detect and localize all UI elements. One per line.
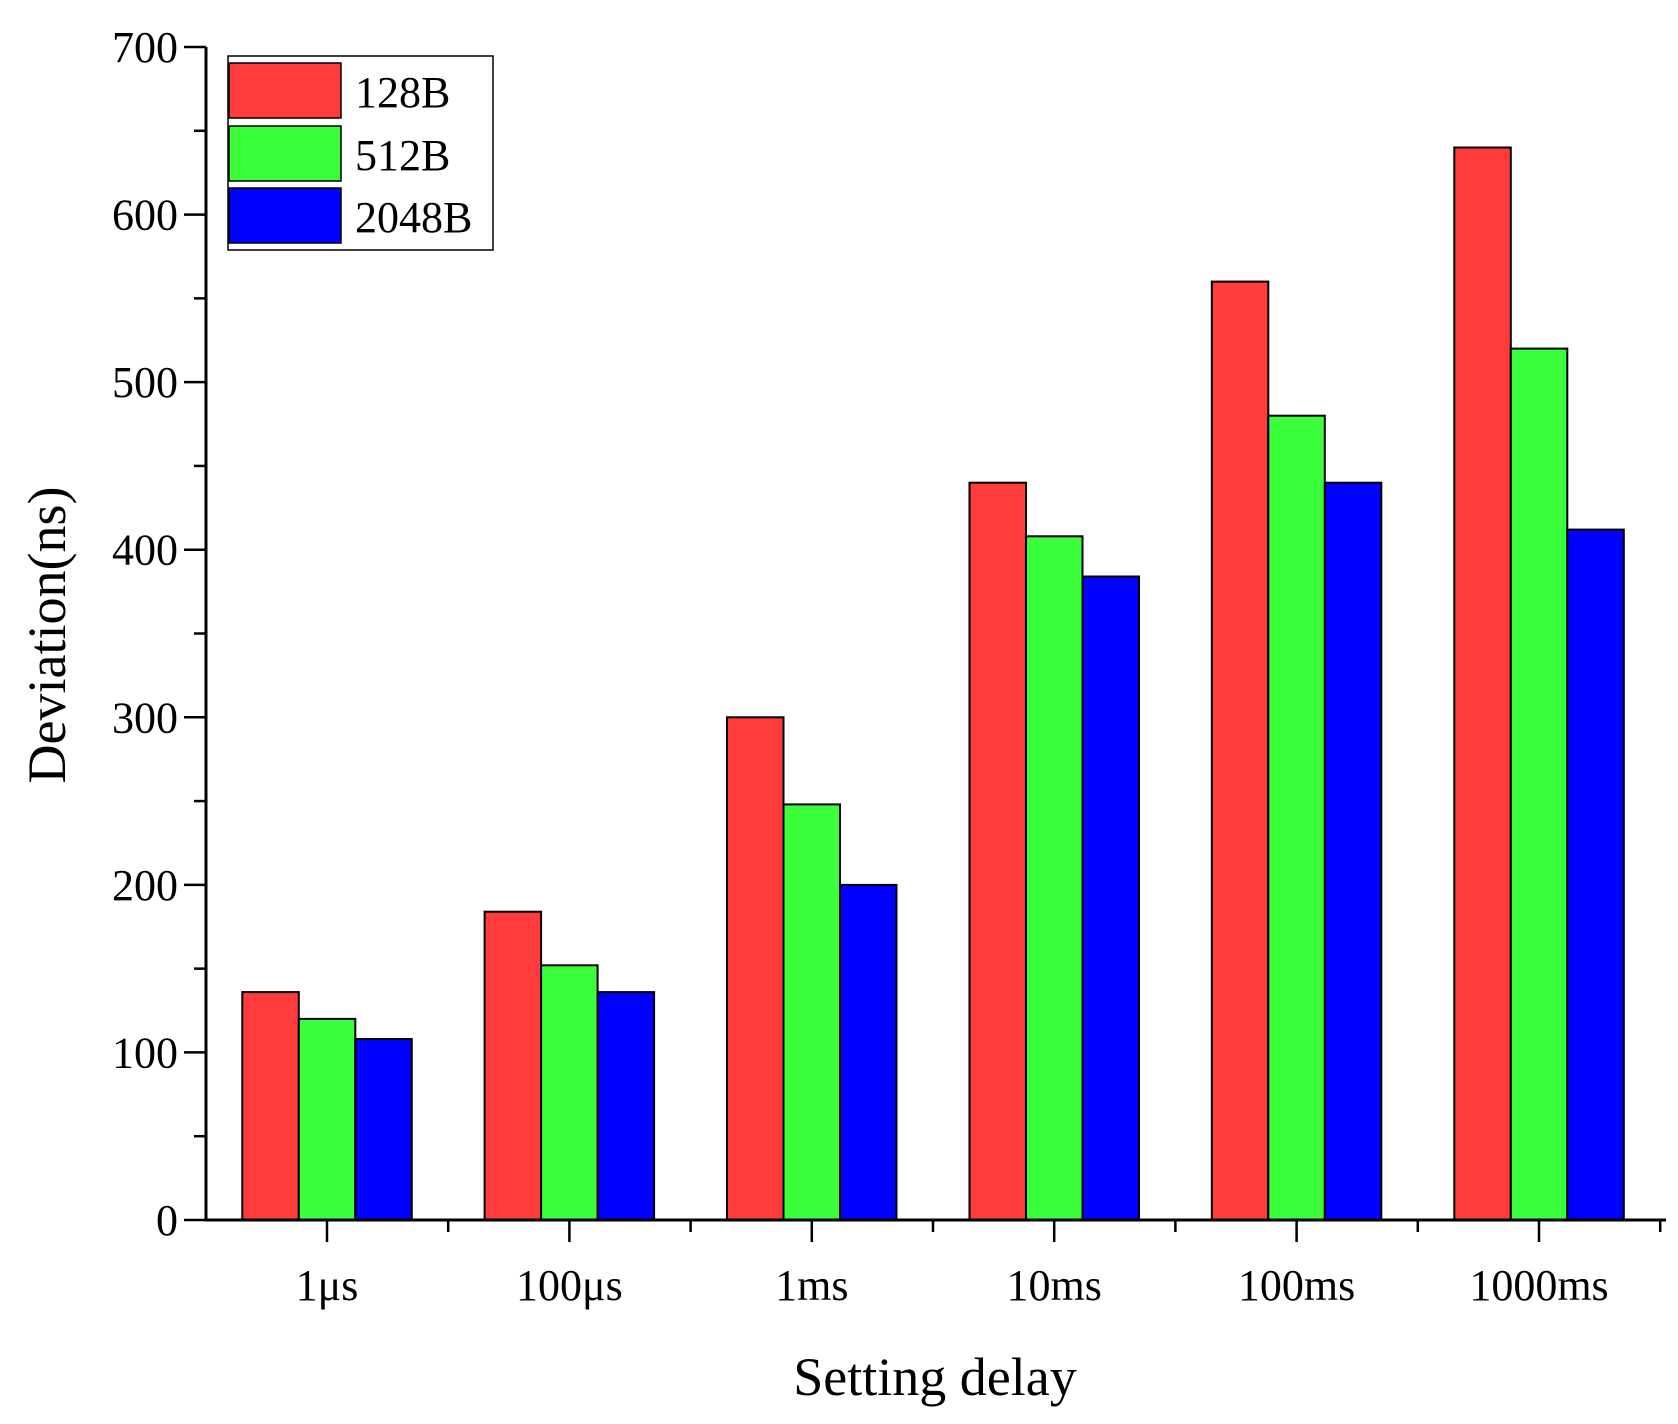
- legend-label-2048b: 2048B: [355, 193, 472, 242]
- bar-512b-1s: [297, 1017, 357, 1222]
- bar-512b-1ms: [782, 803, 841, 1222]
- y-tick-label: 200: [112, 861, 178, 910]
- y-axis-title: Deviation(ns): [17, 487, 77, 784]
- bar-512b-1000ms: [1509, 347, 1569, 1222]
- y-tick-label: 100: [112, 1028, 178, 1077]
- x-axis-title: Setting delay: [793, 1347, 1076, 1407]
- x-tick-label: 100ms: [1238, 1261, 1355, 1310]
- bar-128b-100s: [483, 910, 543, 1221]
- bar-128b-10ms: [968, 481, 1027, 1221]
- bar-512b-10ms: [1025, 535, 1084, 1221]
- bar-512b-100ms: [1267, 414, 1326, 1221]
- bar-2048b-10ms: [1081, 575, 1140, 1221]
- y-tick-label: 300: [112, 693, 178, 742]
- legend-label-128b: 128B: [355, 68, 450, 117]
- bar-2048b-1000ms: [1566, 528, 1625, 1221]
- y-tick-label: 500: [112, 358, 178, 407]
- y-tick-label: 400: [112, 526, 178, 575]
- bar-128b-100ms: [1210, 280, 1270, 1222]
- bar-128b-1s: [241, 991, 300, 1221]
- y-tick-label: 0: [156, 1196, 178, 1245]
- axes-layer: [184, 45, 1666, 1242]
- legend-swatch-2048b: [228, 187, 342, 244]
- bar-2048b-100s: [596, 991, 656, 1221]
- x-tick-label: 1ms: [775, 1261, 848, 1310]
- y-tick-label: 600: [112, 191, 178, 240]
- bar-512b-100s: [540, 964, 599, 1221]
- x-tick-label: 100μs: [516, 1261, 623, 1310]
- bar-128b-1ms: [726, 716, 785, 1221]
- bar-2048b-1s: [354, 1038, 413, 1221]
- legend: 128B 512B 2048B: [227, 55, 494, 251]
- tick-labels-layer: 0 100 200 300 400 500 600 700 1μs 100μs 1ms 10ms 100…: [112, 23, 1609, 1310]
- bar-2048b-100ms: [1323, 481, 1383, 1221]
- bar-2048b-1ms: [839, 883, 898, 1222]
- y-tick-label: 700: [112, 23, 178, 72]
- bars-layer: [241, 146, 1625, 1222]
- x-tick-label: 1μs: [296, 1261, 359, 1310]
- legend-swatch-512b: [228, 125, 342, 182]
- legend-swatch-128b: [228, 62, 342, 119]
- legend-label-512b: 512B: [355, 131, 450, 180]
- x-tick-label: 10ms: [1007, 1261, 1102, 1310]
- x-tick-label: 1000ms: [1469, 1261, 1608, 1310]
- bar-128b-1000ms: [1453, 146, 1512, 1221]
